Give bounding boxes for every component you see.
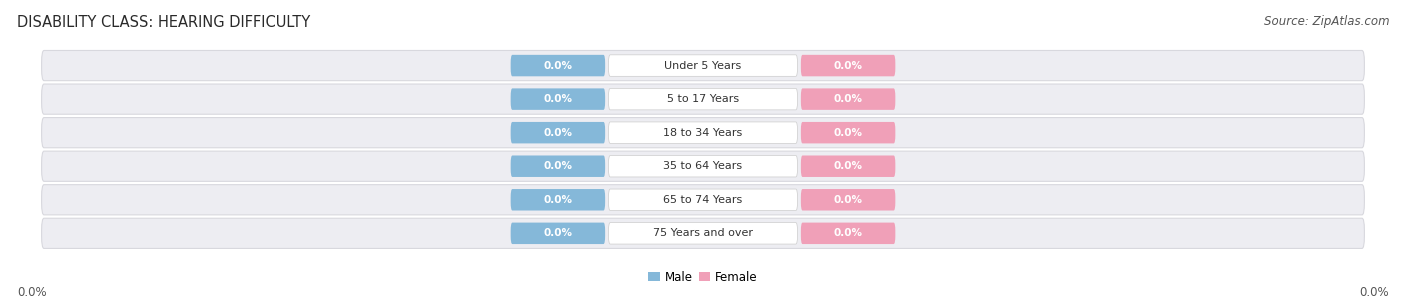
Text: Source: ZipAtlas.com: Source: ZipAtlas.com — [1264, 15, 1389, 28]
Text: 0.0%: 0.0% — [543, 61, 572, 70]
FancyBboxPatch shape — [42, 151, 1364, 181]
Text: 0.0%: 0.0% — [834, 195, 863, 205]
Text: 0.0%: 0.0% — [543, 128, 572, 138]
FancyBboxPatch shape — [801, 88, 896, 110]
Text: 0.0%: 0.0% — [17, 286, 46, 299]
FancyBboxPatch shape — [510, 122, 605, 143]
Text: 5 to 17 Years: 5 to 17 Years — [666, 94, 740, 104]
FancyBboxPatch shape — [510, 156, 605, 177]
FancyBboxPatch shape — [42, 185, 1364, 215]
Legend: Male, Female: Male, Female — [644, 266, 762, 289]
FancyBboxPatch shape — [801, 189, 896, 210]
FancyBboxPatch shape — [510, 223, 605, 244]
Text: 0.0%: 0.0% — [543, 228, 572, 238]
Text: 0.0%: 0.0% — [834, 161, 863, 171]
FancyBboxPatch shape — [609, 223, 797, 244]
Text: 0.0%: 0.0% — [834, 128, 863, 138]
Text: 0.0%: 0.0% — [543, 195, 572, 205]
Text: 0.0%: 0.0% — [834, 94, 863, 104]
FancyBboxPatch shape — [801, 55, 896, 76]
Text: 0.0%: 0.0% — [543, 94, 572, 104]
Text: 35 to 64 Years: 35 to 64 Years — [664, 161, 742, 171]
FancyBboxPatch shape — [510, 88, 605, 110]
FancyBboxPatch shape — [42, 84, 1364, 114]
FancyBboxPatch shape — [801, 223, 896, 244]
FancyBboxPatch shape — [801, 156, 896, 177]
FancyBboxPatch shape — [510, 55, 605, 76]
Text: 0.0%: 0.0% — [543, 161, 572, 171]
Text: 75 Years and over: 75 Years and over — [652, 228, 754, 238]
FancyBboxPatch shape — [801, 122, 896, 143]
FancyBboxPatch shape — [609, 156, 797, 177]
FancyBboxPatch shape — [510, 189, 605, 210]
Text: 18 to 34 Years: 18 to 34 Years — [664, 128, 742, 138]
Text: 0.0%: 0.0% — [834, 228, 863, 238]
FancyBboxPatch shape — [609, 88, 797, 110]
FancyBboxPatch shape — [42, 118, 1364, 148]
FancyBboxPatch shape — [42, 218, 1364, 249]
Text: DISABILITY CLASS: HEARING DIFFICULTY: DISABILITY CLASS: HEARING DIFFICULTY — [17, 15, 311, 30]
Text: 0.0%: 0.0% — [834, 61, 863, 70]
FancyBboxPatch shape — [609, 122, 797, 143]
FancyBboxPatch shape — [609, 189, 797, 210]
Text: Under 5 Years: Under 5 Years — [665, 61, 741, 70]
Text: 0.0%: 0.0% — [1360, 286, 1389, 299]
Text: 65 to 74 Years: 65 to 74 Years — [664, 195, 742, 205]
FancyBboxPatch shape — [42, 51, 1364, 81]
FancyBboxPatch shape — [609, 55, 797, 76]
